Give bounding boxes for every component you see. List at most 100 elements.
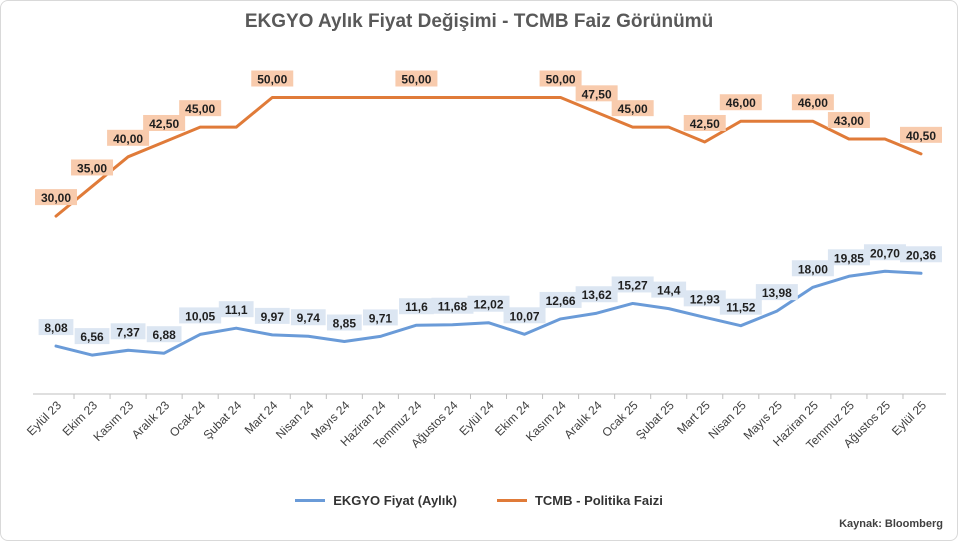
legend-label-ekgyo: EKGYO Fiyat (Aylık) bbox=[333, 493, 457, 508]
data-label-bg bbox=[575, 85, 618, 102]
data-label: 50,00 bbox=[395, 70, 438, 87]
data-label: 18,00 bbox=[791, 260, 834, 277]
data-label-bg bbox=[539, 70, 582, 87]
data-label-text: 42,50 bbox=[690, 117, 720, 131]
data-label-bg bbox=[179, 100, 222, 117]
data-label-text: 42,50 bbox=[149, 117, 179, 131]
data-label-bg bbox=[110, 323, 146, 340]
data-label-text: 6,88 bbox=[152, 328, 176, 342]
x-tick-label: Kasım 23 bbox=[90, 398, 136, 444]
data-label-text: 50,00 bbox=[401, 73, 431, 87]
data-label-bg bbox=[254, 307, 290, 324]
data-label: 13,98 bbox=[755, 284, 798, 301]
data-label-bg bbox=[218, 301, 254, 318]
data-label-text: 47,50 bbox=[582, 87, 612, 101]
data-label-text: 20,36 bbox=[906, 248, 936, 262]
data-label-bg bbox=[539, 291, 582, 308]
data-label: 10,07 bbox=[503, 307, 546, 324]
x-tick-label: Kasım 24 bbox=[523, 398, 569, 444]
data-label-text: 11,1 bbox=[225, 303, 248, 317]
data-label-text: 13,62 bbox=[582, 288, 612, 302]
x-tick-label: Aralık 24 bbox=[561, 398, 605, 442]
data-label: 9,74 bbox=[290, 309, 326, 326]
data-label: 20,70 bbox=[863, 244, 906, 261]
legend-item-ekgyo[interactable]: EKGYO Fiyat (Aylık) bbox=[295, 493, 457, 508]
data-label-text: 43,00 bbox=[834, 114, 864, 128]
data-label-text: 8,85 bbox=[333, 317, 357, 331]
data-label-bg bbox=[251, 70, 294, 87]
data-label-bg bbox=[74, 328, 110, 345]
data-label-text: 9,71 bbox=[369, 311, 393, 325]
data-label-bg bbox=[683, 290, 726, 307]
series-line-ekgyo bbox=[54, 269, 923, 357]
data-label: 8,85 bbox=[326, 314, 362, 331]
data-label: 7,37 bbox=[110, 323, 146, 340]
data-label: 45,00 bbox=[611, 100, 654, 117]
data-label: 6,56 bbox=[74, 328, 110, 345]
data-label-text: 46,00 bbox=[798, 96, 828, 110]
data-label: 12,93 bbox=[683, 290, 726, 307]
data-label-text: 10,07 bbox=[510, 309, 540, 323]
series-line-tcmb bbox=[54, 96, 923, 218]
data-label-bg bbox=[143, 114, 186, 131]
x-tick-label: Şubat 24 bbox=[200, 398, 244, 442]
data-label-text: 6,56 bbox=[80, 330, 104, 344]
data-label: 11,1 bbox=[218, 301, 254, 318]
data-label-text: 8,08 bbox=[44, 321, 68, 335]
data-label-text: 12,93 bbox=[690, 292, 720, 306]
data-label: 45,00 bbox=[179, 100, 222, 117]
data-label-bg bbox=[326, 314, 362, 331]
data-label: 8,08 bbox=[38, 319, 74, 336]
data-label: 9,97 bbox=[254, 307, 290, 324]
data-label-bg bbox=[683, 114, 726, 131]
data-label-text: 45,00 bbox=[618, 102, 648, 116]
data-label-bg bbox=[791, 260, 834, 277]
data-label-bg bbox=[719, 94, 762, 111]
data-label-bg bbox=[107, 129, 150, 146]
data-label-text: 45,00 bbox=[185, 102, 215, 116]
data-label: 11,68 bbox=[431, 297, 474, 314]
data-label-text: 11,68 bbox=[438, 300, 468, 314]
legend-item-tcmb[interactable]: TCMB - Politika Faizi bbox=[496, 493, 663, 508]
data-label: 11,6 bbox=[399, 298, 434, 315]
x-tick-label: Eylül 24 bbox=[457, 398, 497, 438]
data-label-text: 40,00 bbox=[113, 132, 143, 146]
data-label-bg bbox=[791, 94, 834, 111]
data-label-bg bbox=[71, 159, 114, 176]
data-label-bg bbox=[827, 249, 870, 266]
data-label-bg bbox=[467, 295, 510, 312]
data-label-bg bbox=[900, 246, 942, 263]
data-label-text: 9,97 bbox=[261, 310, 285, 324]
legend-swatch-tcmb bbox=[496, 499, 527, 502]
data-label: 12,02 bbox=[467, 295, 510, 312]
legend: EKGYO Fiyat (Aylık) TCMB - Politika Faiz… bbox=[1, 493, 957, 508]
data-label-bg bbox=[863, 244, 906, 261]
data-label-bg bbox=[503, 307, 546, 324]
data-label-text: 11,52 bbox=[726, 301, 756, 315]
data-label-text: 11,6 bbox=[405, 300, 428, 314]
data-label-bg bbox=[719, 298, 762, 315]
data-label: 35,00 bbox=[71, 159, 114, 176]
data-label-text: 9,74 bbox=[297, 311, 321, 325]
data-label-text: 15,27 bbox=[618, 278, 648, 292]
data-label-bg bbox=[179, 307, 222, 324]
data-label: 47,50 bbox=[575, 85, 618, 102]
data-label-text: 18,00 bbox=[798, 262, 828, 276]
data-label: 46,00 bbox=[791, 94, 834, 111]
data-label-bg bbox=[290, 309, 326, 326]
data-label-bg bbox=[575, 286, 618, 303]
data-label-bg bbox=[146, 326, 182, 343]
data-label-bg bbox=[611, 276, 654, 293]
data-label: 19,85 bbox=[827, 249, 870, 266]
data-label-bg bbox=[827, 112, 870, 129]
data-label: 20,36 bbox=[900, 246, 942, 263]
data-label-text: 14,4 bbox=[657, 284, 681, 298]
data-label: 46,00 bbox=[719, 94, 762, 111]
data-label-text: 12,02 bbox=[473, 298, 503, 312]
data-label: 15,27 bbox=[611, 276, 654, 293]
data-label-text: 50,00 bbox=[257, 73, 287, 87]
data-label: 50,00 bbox=[251, 70, 294, 87]
data-label: 42,50 bbox=[143, 114, 186, 131]
data-label: 43,00 bbox=[827, 112, 870, 129]
